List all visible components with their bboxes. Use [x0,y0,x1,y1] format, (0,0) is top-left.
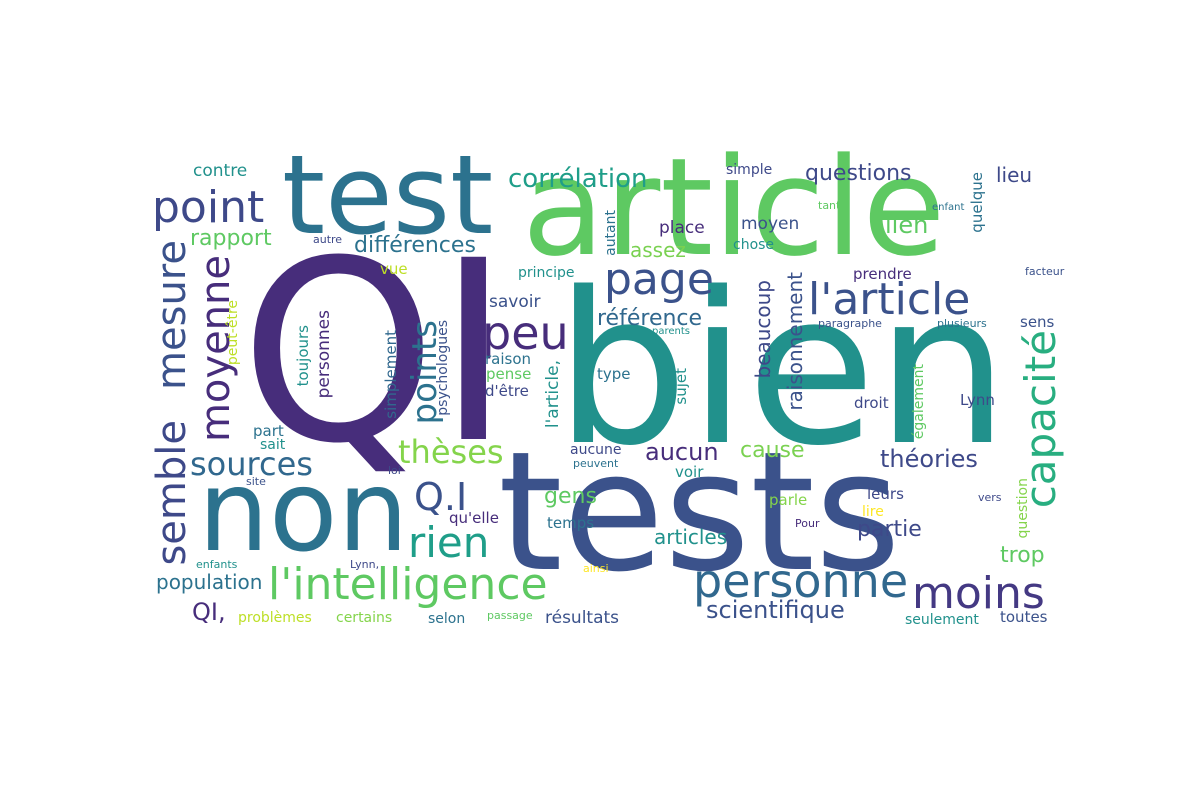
word-peu: peu [482,306,569,360]
word-beaucoup: beaucoup [751,280,775,379]
word-paragraphe: paragraphe [818,317,882,330]
word-assez: assez [630,238,686,262]
word-contre: contre [193,161,248,181]
word-test: test [282,131,494,259]
word-moyen: moyen [741,214,800,234]
word-egalement: également [911,364,927,440]
word-autant: autant [603,210,619,256]
word-lintelligence: l'intelligence [268,559,548,610]
word-toujours: toujours [294,325,312,387]
word-autre: autre [313,233,343,246]
word-qi-dot: Q.I [414,475,468,519]
word-leurs: leurs [867,485,904,503]
word-quelle: qu'elle [449,509,499,527]
word-personnes: personnes [314,310,334,399]
word-psychologues: psychologues [435,320,451,416]
word-voir: voir [675,463,704,481]
word-tests: tests [498,416,901,608]
word-sujet: sujet [672,368,690,405]
word-site: site [246,475,266,488]
word-seulement: seulement [905,612,979,628]
word-lire: lire [862,504,884,520]
word-pour: Pour [795,517,820,530]
word-vers: vers [978,491,1002,504]
word-detre: d'être [485,382,529,400]
word-questions: questions [805,161,912,186]
word-lien: lien [885,211,929,239]
word-plusieurs: plusieurs [937,317,987,330]
word-part: part [253,422,284,440]
word-simple: simple [726,162,773,178]
word-type: type [597,365,631,383]
word-article: article [522,129,946,286]
word-differences: différences [354,233,476,258]
word-raisonnement: raisonnement [783,272,807,411]
word-peuvent: peuvent [573,457,619,470]
word-enfants: enfants [196,558,238,571]
word-scientifique: scientifique [706,596,845,624]
word-prendre: prendre [853,265,912,283]
word-chose: chose [733,237,775,253]
word-population: population [156,570,263,594]
word-trop: trop [1000,543,1045,568]
word-gens: gens [544,484,597,509]
word-semble: semble [149,420,195,566]
word-bien: bien [555,247,1009,492]
word-temps: temps [547,514,595,532]
word-enfant: enfant [932,202,965,213]
word-page: page [604,254,714,305]
word-quelque: quelque [968,172,986,233]
word-lynn: Lynn [960,391,995,409]
word-loi: loi [388,464,401,477]
word-point: point [152,182,265,233]
word-larticle-comma: l'article, [543,360,563,429]
word-rapport: rapport [190,226,272,251]
word-aucune: aucune [570,442,622,458]
word-pense: pense [486,365,532,383]
word-ainsi: ainsi [583,562,609,575]
word-peut-etre: peut-être [225,300,241,366]
word-cause: cause [740,438,805,463]
word-parle: parle [769,491,808,509]
word-sens: sens [1020,313,1055,331]
word-qi-comma: QI, [192,598,226,626]
word-parents: parents [652,326,690,337]
word-passage: passage [487,609,533,622]
word-theses: thèses [398,433,504,471]
word-toutes: toutes [1000,608,1048,626]
word-resultats: résultats [545,608,620,628]
word-qi: QI [240,207,511,498]
word-problemes: problèmes [238,610,312,626]
word-articles: articles [654,525,728,549]
word-simplement: simplement [382,330,400,419]
word-principe: principe [518,265,575,281]
word-non: non [198,447,409,577]
word-facteur: facteur [1025,265,1065,278]
word-selon: selon [428,611,466,627]
word-lynn-comma: Lynn, [350,558,380,571]
word-raison: raison [485,350,532,368]
word-personne: personne [693,554,909,608]
word-aucun: aucun [645,438,719,466]
word-tant: tant [818,199,841,212]
word-lieu: lieu [996,163,1033,187]
word-correlation: corrélation [508,164,648,194]
word-savoir: savoir [489,292,541,312]
word-rien: rien [408,518,490,567]
word-partie: partie [857,517,922,542]
word-moins: moins [912,568,1045,619]
word-sait: sait [260,437,286,453]
word-larticle: l'article [808,274,971,325]
word-sources: sources [190,445,313,483]
word-certains: certains [336,610,393,626]
word-droit: droit [854,394,889,412]
word-reference: référence [597,306,703,331]
word-question: question [1015,478,1031,539]
word-theories: théories [880,445,978,473]
word-place: place [659,218,705,238]
word-mesure: mesure [149,240,195,390]
word-vue: vue [380,260,408,278]
